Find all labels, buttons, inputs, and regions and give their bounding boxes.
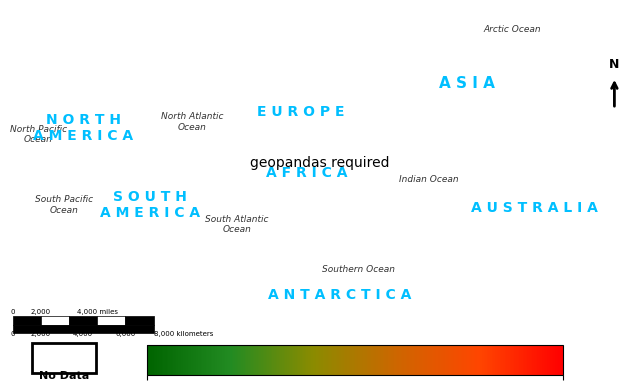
Text: A S I A: A S I A (439, 76, 495, 91)
Text: Arctic Ocean: Arctic Ocean (483, 25, 541, 33)
Text: South Pacific
Ocean: South Pacific Ocean (35, 195, 93, 215)
Text: No Data: No Data (39, 370, 89, 381)
Text: 2,000: 2,000 (31, 331, 51, 337)
Text: 0: 0 (10, 309, 15, 315)
Text: geopandas required: geopandas required (250, 155, 390, 170)
Text: A F R I C A: A F R I C A (266, 166, 348, 180)
Text: 0: 0 (10, 331, 15, 337)
Text: 4,000: 4,000 (73, 331, 93, 337)
Text: North Pacific
Ocean: North Pacific Ocean (10, 125, 67, 144)
Text: 8,000 kilometers: 8,000 kilometers (154, 331, 213, 337)
Text: South Atlantic
Ocean: South Atlantic Ocean (205, 214, 269, 234)
Text: N: N (609, 57, 620, 70)
Text: Indian Ocean: Indian Ocean (399, 175, 459, 184)
Text: A N T A R C T I C A: A N T A R C T I C A (268, 288, 411, 301)
Text: S O U T H
A M E R I C A: S O U T H A M E R I C A (100, 190, 200, 220)
Text: North Atlantic
Ocean: North Atlantic Ocean (161, 112, 223, 131)
FancyBboxPatch shape (32, 343, 96, 373)
Text: N O R T H
A M E R I C A: N O R T H A M E R I C A (33, 113, 133, 143)
Text: Southern Ocean: Southern Ocean (322, 265, 395, 273)
Text: A U S T R A L I A: A U S T R A L I A (471, 201, 598, 215)
Text: E U R O P E: E U R O P E (257, 105, 344, 119)
Text: 6,000: 6,000 (115, 331, 136, 337)
Text: 4,000 miles: 4,000 miles (77, 309, 118, 315)
Text: 2,000: 2,000 (31, 309, 51, 315)
